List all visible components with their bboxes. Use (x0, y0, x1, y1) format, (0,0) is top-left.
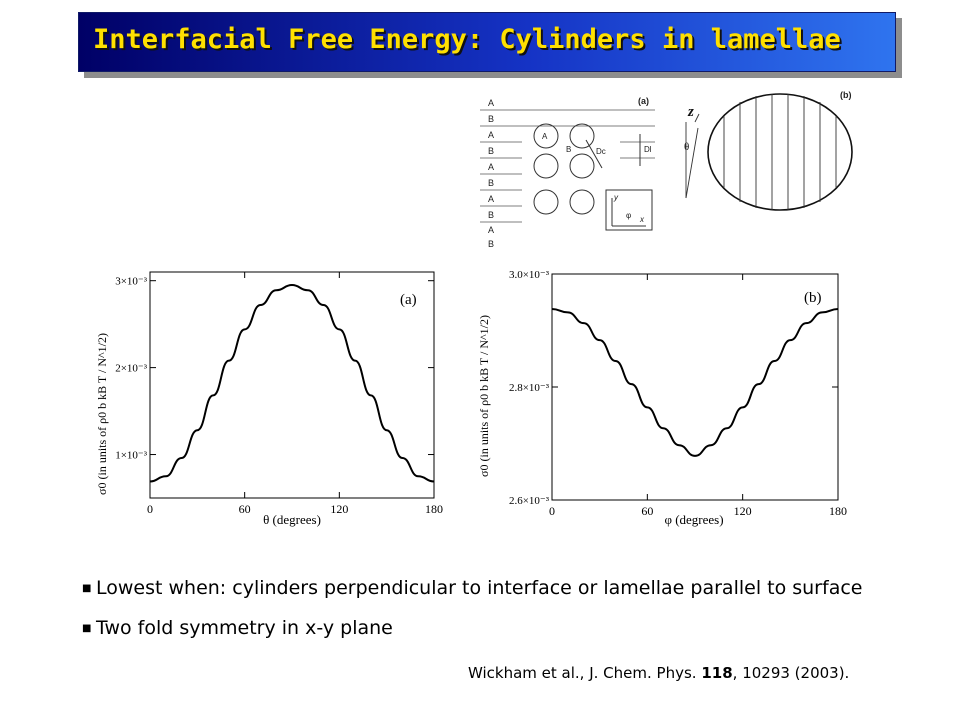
x-tick-label-0: 0 (147, 502, 153, 516)
dc-label: Dc (596, 147, 606, 156)
chart-a-xlabel: θ (degrees) (263, 512, 321, 527)
interface-ellipse (707, 93, 853, 211)
bullet-1-text: Lowest when: cylinders perpendicular to … (96, 577, 863, 599)
bullet-2: ■ Two fold symmetry in x-y plane (82, 614, 916, 642)
layer-9: B (488, 239, 494, 249)
chart-a-plot: 0 60 120 180 1×10⁻³ 2×10⁻³ 3×10⁻³ (115, 271, 443, 516)
cylinder-5 (533, 189, 559, 215)
layer-8: A (488, 225, 494, 235)
layer-3: B (488, 146, 494, 156)
x-tick-label-0: 0 (549, 504, 555, 518)
citation-rest: , 10293 (2003). (732, 664, 850, 682)
cylinder-1 (533, 123, 559, 149)
title-bar: Interfacial Free Energy: Cylinders in la… (78, 12, 896, 72)
cyl-b-label: B (566, 145, 571, 154)
cylinder-3 (533, 153, 559, 179)
citation-volume: 118 (701, 664, 733, 682)
bullet-list: ■ Lowest when: cylinders perpendicular t… (82, 574, 916, 642)
chart-a: σ0 (in units of ρ0 b kB T / N^1/2) 0 60 12… (95, 271, 443, 527)
cylinder-2 (569, 123, 595, 149)
chart-b: σ0 (in units of ρ0 b kB T / N^1/2) 0 60 12… (477, 269, 847, 527)
x-tick-label-3: 180 (425, 502, 443, 516)
chart-b-plot: 0 60 120 180 2.6×10⁻³ 2.8×10⁻³ 3.0×10⁻³ (509, 269, 847, 518)
phi-label: φ (626, 211, 631, 220)
layer-1: B (488, 114, 494, 124)
chart-a-ylabel: σ0 (in units of ρ0 b kB T / N^1/2) (95, 333, 109, 495)
citation-authors: Wickham et al., J. Chem. Phys. (468, 664, 697, 682)
x-tick-label-1: 60 (239, 502, 251, 516)
cyl-a-label: A (542, 132, 548, 141)
layer-5: B (488, 178, 494, 188)
chart-b-xlabel: φ (degrees) (664, 512, 723, 527)
layer-6: A (488, 194, 494, 204)
bullet-1-marker: ■ (82, 583, 92, 594)
y-tick-label-0: 2.6×10⁻³ (509, 495, 550, 507)
chart-b-frame (551, 273, 839, 501)
layer-2: A (488, 130, 494, 140)
layer-7: B (488, 210, 494, 220)
y-tick-label-0: 1×10⁻³ (115, 450, 148, 462)
x-axis-label: x (639, 215, 645, 224)
schematic-a-label: (a) (638, 96, 649, 106)
y-tick-label-2: 3.0×10⁻³ (509, 269, 550, 281)
theta-label: θ (684, 141, 689, 153)
schematic-b-label: (b) (840, 90, 852, 100)
layer-0: A (488, 98, 494, 108)
cylinder-4 (569, 153, 595, 179)
y-tick-label-1: 2×10⁻³ (115, 363, 148, 375)
chart-a-series-line (149, 284, 435, 483)
bullet-2-marker: ■ (82, 623, 92, 634)
z-label: z (687, 104, 694, 120)
bullet-1: ■ Lowest when: cylinders perpendicular t… (82, 574, 896, 602)
x-tick-label-1: 60 (641, 504, 653, 518)
chart-a-panel-label: (a) (400, 292, 417, 308)
chart-a-frame (149, 271, 435, 499)
citation: Wickham et al., J. Chem. Phys. 118, 1029… (468, 664, 849, 682)
schematic-b: (b) z θ (684, 90, 853, 211)
x-tick-label-3: 180 (829, 504, 847, 518)
slide-title: Interfacial Free Energy: Cylinders in la… (93, 24, 841, 55)
cylinder-6 (569, 189, 595, 215)
bullet-2-text: Two fold symmetry in x-y plane (96, 617, 393, 639)
layer-4: A (488, 162, 494, 172)
x-tick-label-2: 120 (330, 502, 348, 516)
chart-b-ylabel: σ0 (in units of ρ0 b kB T / N^1/2) (477, 315, 491, 477)
x-tick-label-2: 120 (734, 504, 752, 518)
chart-b-panel-label: (b) (804, 290, 822, 306)
y-axis-label: y (613, 193, 619, 202)
dl-label: Dl (644, 145, 652, 154)
y-tick-label-2: 3×10⁻³ (115, 276, 148, 288)
y-tick-label-1: 2.8×10⁻³ (509, 382, 550, 394)
chart-b-series-line (551, 308, 839, 457)
schematic-a: (a) A B A B A B A B A B A B (480, 96, 655, 249)
